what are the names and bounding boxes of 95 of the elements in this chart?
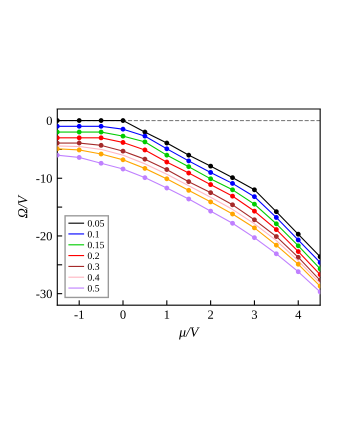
point [98,124,104,129]
point [76,118,82,123]
point [296,262,301,267]
point [274,221,279,226]
point [208,182,214,188]
point [76,135,82,140]
x-tick-label: 2 [208,310,214,319]
point [164,152,170,158]
x-tick-label: 3 [252,310,258,319]
point [76,124,82,129]
point [186,179,192,184]
legend-label: 0.1 [88,230,99,238]
point [142,156,148,162]
point [164,186,170,190]
point [296,243,301,248]
point [76,140,82,146]
legend-label: 0.4 [88,274,100,281]
point [142,166,148,171]
point [252,202,257,207]
point [296,269,301,274]
point [98,142,104,148]
point [230,212,235,216]
point [230,181,235,186]
point [120,140,126,145]
point [164,140,170,146]
point [252,235,257,240]
x-axis-title: μ/V [179,327,200,340]
point [252,208,257,214]
point [274,242,279,248]
y-tick-label: -10 [36,174,52,183]
point [230,187,235,192]
point [208,176,214,182]
point [186,158,192,164]
point [296,249,301,254]
point [120,118,126,123]
y-tick-label: -30 [36,290,52,298]
legend-label: 0.05 [88,220,104,227]
point [208,199,214,204]
point [186,152,192,158]
point [98,152,104,156]
y-tick-label: 0 [46,116,52,125]
point [274,251,279,256]
point [274,234,279,239]
point [164,167,170,172]
point [142,139,148,144]
point [164,176,170,182]
point [76,155,82,160]
y-axis-title: Ω/V [18,194,28,218]
x-tick-label: 0 [120,310,126,319]
point [274,227,279,232]
point [186,188,192,193]
point [230,220,235,226]
legend-label: 0.15 [88,242,104,248]
point [164,146,170,152]
legend-label: 0.5 [88,285,100,292]
point [230,175,235,180]
point [120,134,126,139]
point [296,232,301,237]
point [142,175,148,180]
point [98,130,104,135]
point [208,208,214,214]
point [142,148,148,152]
point [208,164,214,169]
point [274,209,279,214]
point [274,215,279,220]
point [252,217,257,222]
point [142,134,148,139]
y-tick-label: -20 [36,232,52,240]
point [120,148,126,154]
point [230,194,235,199]
point [208,190,214,196]
point [186,164,192,170]
point [252,225,257,230]
point [208,170,214,175]
point [120,166,126,172]
point [98,118,104,123]
x-tick-label: -1 [74,310,84,319]
point [186,196,192,202]
point [252,187,257,192]
point [98,160,104,166]
point [164,160,170,165]
point [186,170,192,176]
x-tick-label: 4 [295,310,302,319]
point [76,130,82,135]
point [230,202,235,208]
point [296,254,301,260]
legend-label: 0.3 [88,263,100,270]
point [98,135,104,140]
point [296,238,301,242]
point [120,126,126,132]
x-tick-label: 1 [164,310,170,319]
point [120,157,126,162]
point [76,148,82,152]
legend-label: 0.2 [88,252,100,260]
point [252,194,257,200]
